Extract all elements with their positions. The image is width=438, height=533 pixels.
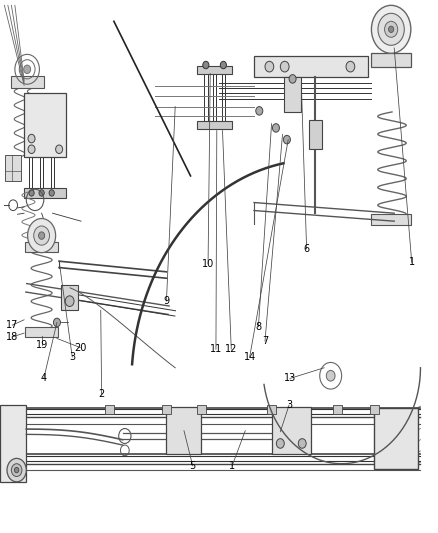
Circle shape [29,190,34,196]
Text: 11: 11 [210,344,222,354]
Text: 7: 7 [262,336,268,346]
Bar [267,405,276,414]
Circle shape [265,61,274,72]
Bar [105,405,114,414]
Bar [0,405,26,482]
Text: 13: 13 [284,374,296,383]
Bar [166,407,201,454]
Bar [11,76,44,88]
Circle shape [276,439,284,448]
Bar [371,53,411,67]
Bar [24,93,66,157]
Circle shape [49,190,54,196]
Text: 8: 8 [255,322,261,332]
Text: 20: 20 [74,343,86,352]
Bar [197,405,206,414]
Text: 1: 1 [409,257,415,267]
Circle shape [280,61,289,72]
Bar [197,66,232,74]
Circle shape [203,61,209,69]
Text: 6: 6 [304,244,310,254]
Bar [374,408,418,469]
Bar [197,121,232,129]
Bar [5,155,21,181]
Circle shape [24,65,31,74]
Circle shape [346,61,355,72]
Bar [309,120,322,149]
Circle shape [28,145,35,154]
Circle shape [378,13,404,45]
Text: 2: 2 [99,390,105,399]
Text: 18: 18 [6,332,18,342]
Circle shape [371,5,411,53]
Text: 4: 4 [41,374,47,383]
Bar [333,405,342,414]
Circle shape [220,61,226,69]
Circle shape [28,219,56,253]
Text: 5: 5 [190,461,196,471]
Circle shape [256,107,263,115]
Circle shape [53,318,60,327]
Circle shape [39,190,44,196]
Circle shape [326,370,335,381]
Circle shape [385,21,398,37]
Circle shape [11,464,22,477]
Text: 19: 19 [35,341,48,350]
Circle shape [389,26,394,33]
Circle shape [272,124,279,132]
Text: 9: 9 [163,296,170,306]
Text: 3: 3 [286,400,292,410]
Text: 1: 1 [229,461,235,471]
Circle shape [28,134,35,143]
Bar [371,214,411,225]
Circle shape [39,232,45,239]
Bar [25,242,58,252]
Text: 12: 12 [225,344,237,354]
Text: 17: 17 [6,320,18,330]
Circle shape [34,226,49,245]
Bar [162,405,171,414]
Circle shape [289,75,296,83]
Bar [272,407,311,454]
Circle shape [65,296,74,306]
Text: 14: 14 [244,352,256,362]
Bar [61,285,78,310]
Bar [370,405,379,414]
Text: 10: 10 [202,259,214,269]
Circle shape [56,145,63,154]
Bar [284,77,301,112]
Bar [25,327,58,337]
Circle shape [298,439,306,448]
Bar [24,188,66,198]
Circle shape [14,467,19,473]
Bar [254,56,368,77]
Circle shape [7,458,26,482]
Circle shape [283,135,290,144]
Text: 3: 3 [69,352,75,362]
